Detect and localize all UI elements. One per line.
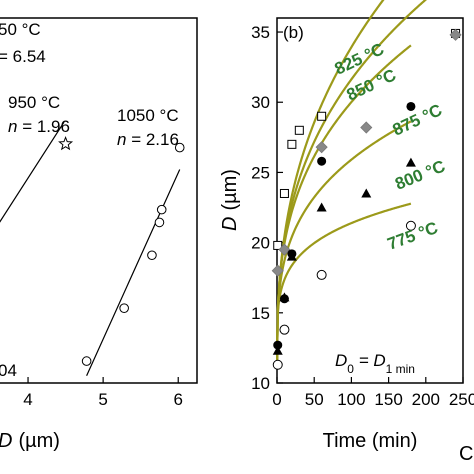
panel-b-x-tick-label: 50 [305,390,324,409]
panel-b-y-tick-label: 10 [251,374,270,393]
series-850-point [449,28,462,41]
series-800-point [361,188,372,198]
series-825-point [294,125,304,135]
series-775-point [405,220,416,231]
right-edge-letter: C [459,443,473,465]
series-775-point [272,359,283,370]
panel-a-circle-point [174,142,185,153]
panel-a-circle-point [147,250,157,261]
series-875-point [406,101,416,111]
panel-b-y-tick-label: 35 [251,23,270,42]
panel-a-fit-lines [0,121,181,376]
series-825-point [287,139,297,149]
panel-b-annotation: D0 = D1 min [335,351,415,376]
series-825-point [317,111,327,121]
panel-b-ticks: 0 50 100 150 200 250 10 15 20 25 30 35 [251,23,474,409]
panel-a-star-point [58,136,74,151]
panel-a-n-value-2: = 2.16 [126,130,178,149]
series-850-point [271,264,284,277]
panel-b-fit-curve [275,202,412,369]
panel-a-fit-line [86,169,181,376]
annotation-d1-symbol: = D [354,351,386,370]
series-850-point [360,121,373,134]
panel-b-fit-curves [275,0,427,369]
panel-b-x-label: Time (min) [323,430,418,452]
panel-a-circle-point [81,356,92,366]
series-775-point [316,269,327,280]
curve-label: 800 °C [392,157,447,194]
panel-a-circle-point [154,217,165,228]
panel-a-n-symbol-2: n [117,130,126,149]
curve-label: 875 °C [390,100,445,139]
panel-b-x-tick-label: 0 [272,390,281,409]
panel-a-annotation-6: n = 2.16 [117,130,179,149]
panel-a-x-label-unit: (µm) [18,430,60,452]
panel-b-y-label-unit: (µm) [219,169,241,211]
series-800-point [405,157,416,167]
series-800-point [272,345,283,355]
panel-a-frame [0,17,198,384]
panel-a-n-symbol: n [8,117,17,136]
annotation-d1-sub: 1 min [386,362,415,376]
panel-b-fit-curve [275,44,412,369]
panel-b-points [271,28,462,370]
series-800-point [279,292,290,302]
panel-a-annotation-5: 1050 °C [117,106,179,125]
panel-b-y-tick-label: 25 [251,163,270,182]
panel-a-x-tick-label: 5 [98,390,107,409]
panel-a-x-ticks: 4 5 6 [23,377,183,409]
series-875-point [317,156,327,166]
panel-a-annotation-4: n = 1.96 [8,117,70,136]
panel-b-y-label-symbol: D [219,217,241,231]
panel-a-n-value: = 1.96 [17,117,69,136]
annotation-d0-sub: 0 [347,362,354,376]
panel-a-circle-point [156,204,167,215]
annotation-d0-symbol: D [335,351,347,370]
panel-a-points [58,136,185,366]
series-850-point [315,141,328,154]
panel-b-frame [276,17,464,384]
panel-b-fit-curve [275,0,385,369]
panel-b-x-tick-label: 250 [449,390,474,409]
panel-a-circle-point [119,303,129,313]
series-800-point [286,251,297,261]
panel-b-label: (b) [283,23,304,42]
series-800-point [316,202,327,212]
panel-a-annotation-bottom: 04 [0,361,17,380]
panel-b-fit-curve [275,0,427,369]
panel-a-x-tick-label: 4 [23,390,32,409]
panel-a-x-label-symbol: D [0,430,12,452]
panel-a-annotation-2: = 6.54 [0,47,46,66]
panel-a-x-tick-label: 6 [173,390,182,409]
panel-b-y-label: D (µm) [219,169,241,231]
panel-b-y-tick-label: 30 [251,93,270,112]
panel-b-x-tick-label: 100 [337,390,365,409]
series-825-point [273,240,283,250]
panel-a-annotation-1: 50 °C [0,20,41,39]
panel-b-x-tick-label: 150 [374,390,402,409]
panel-b-fit-curve [275,120,412,369]
panel-a-x-label: D (µm) [0,430,60,452]
panel-b-x-tick-label: 200 [412,390,440,409]
panel-a: 4 5 6 50 °C = 6.54 950 °C n = 1.96 1050 °C… [0,17,198,452]
series-875-point [273,340,283,350]
panel-b-y-tick-label: 15 [251,304,270,323]
series-825-point [279,188,289,198]
panel-a-annotation-3: 950 °C [8,93,60,112]
series-850-point [278,243,291,256]
series-775-point [279,324,290,335]
panel-b-y-tick-label: 20 [251,234,270,253]
panel-a-fit-line [0,121,65,223]
